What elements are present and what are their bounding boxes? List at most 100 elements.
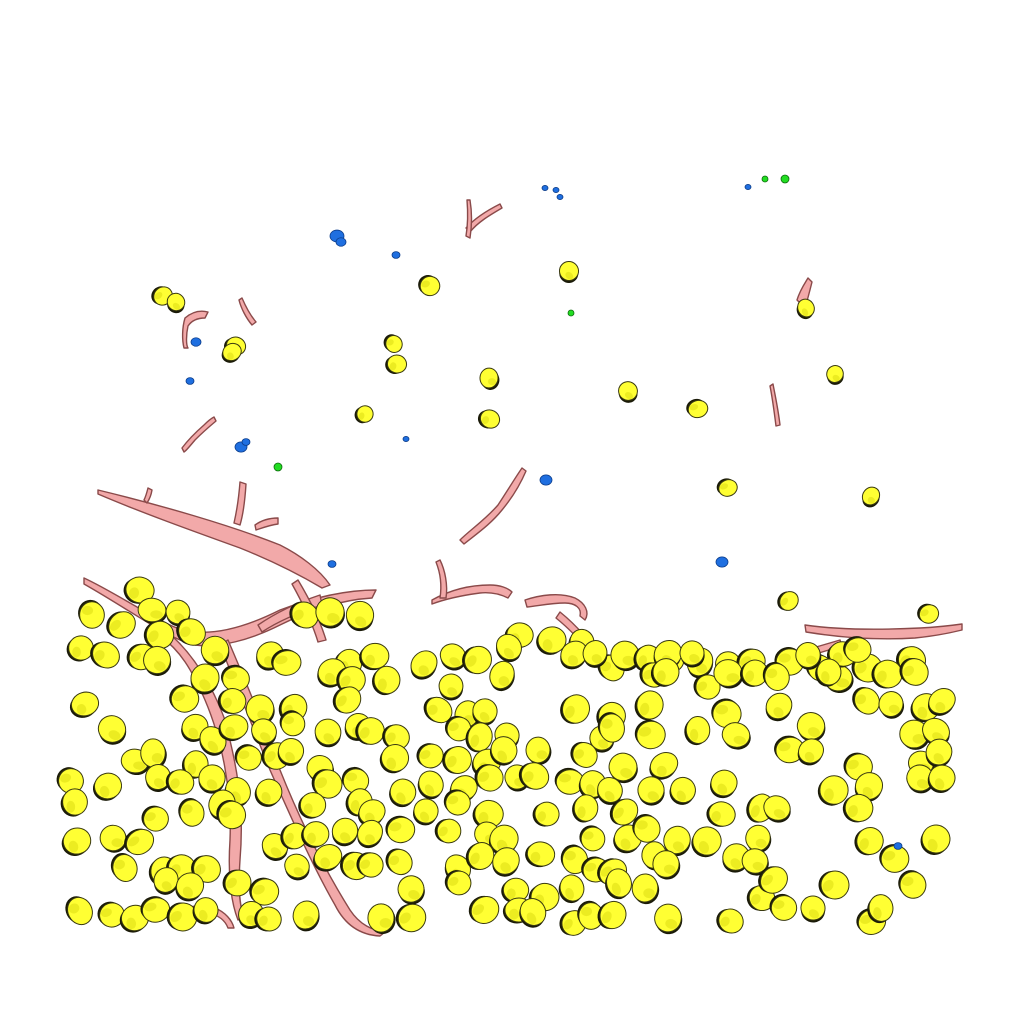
cell-175 [443,789,471,816]
blue-object-14 [715,556,729,568]
cell-layer [56,260,956,936]
cell-92 [634,690,664,721]
cell-63 [843,636,872,663]
cell-22 [137,597,168,624]
vessel-layer [83,199,963,937]
cell-141 [56,767,84,794]
cell-70 [438,673,464,701]
cell-214 [465,842,495,870]
cell-127 [379,744,410,774]
cell-149 [341,766,370,794]
cell-189 [301,821,330,848]
cell-90 [560,694,591,724]
blue-object-4 [541,185,549,191]
cell-12 [618,381,638,403]
cell-170 [216,800,247,830]
cell-14 [826,365,844,385]
cell-249 [367,903,396,935]
cell-153 [474,764,504,792]
cell-83 [217,688,247,714]
cell-16 [716,478,738,497]
cell-4 [221,342,242,363]
cell-229 [397,875,425,905]
cell-8 [558,260,580,284]
blue-object-6 [556,194,564,200]
blue-object-2 [335,237,347,247]
cell-250 [395,903,427,933]
cell-228 [249,877,280,906]
vessel-12 [524,593,588,621]
cell-144 [165,769,195,795]
cell-26 [176,618,206,646]
cell-235 [631,873,660,905]
cell-129 [442,746,472,774]
cell-241 [97,901,125,928]
cell-259 [769,893,798,921]
green-object-2 [780,174,790,184]
cell-23 [106,611,136,639]
cell-48 [200,635,230,667]
cell-11 [354,405,374,424]
blue-object-3 [391,251,401,259]
cell-56 [495,633,522,663]
cell-256 [597,900,627,930]
cell-226 [175,872,205,902]
cell-243 [140,896,171,923]
cell-162 [817,775,849,806]
cell-44 [66,635,94,662]
cell-158 [597,777,623,805]
cell-244 [166,902,198,932]
cell-155 [518,762,550,790]
cell-21 [123,576,155,604]
cell-230 [444,870,472,896]
cell-242 [119,904,150,933]
vessel-14 [804,623,963,640]
cell-53 [410,650,438,680]
cell-192 [385,815,416,844]
cell-94 [765,692,793,722]
cell-75 [713,659,744,689]
cell-71 [489,660,515,692]
cell-31 [536,626,567,655]
cell-183 [842,793,874,823]
cell-182 [763,795,791,823]
cell-148 [311,769,343,799]
green-object-3 [567,309,575,317]
cell-81 [69,691,100,718]
cell-248 [292,900,320,932]
cell-9 [479,367,500,390]
cell-19 [917,603,940,624]
cell-225 [153,867,179,895]
blue-object-13 [539,474,553,486]
cell-99 [97,715,127,745]
vessel-19 [181,310,209,349]
cell-211 [356,852,384,878]
cell-115 [684,715,711,746]
cell-58 [582,640,608,668]
cell-17 [861,486,881,508]
cell-69 [372,665,401,696]
cell-131 [489,736,518,766]
vessel-22 [769,383,781,427]
vessel-10 [431,584,513,605]
cell-178 [572,794,599,823]
cell-87 [423,696,453,724]
cell-151 [417,770,444,800]
cell-227 [222,869,252,897]
blue-object-layer [185,184,903,850]
cell-258 [716,908,744,934]
cell-28 [315,597,345,629]
cell-191 [357,819,383,849]
cell-10 [477,409,501,429]
cell-66 [221,664,250,692]
cell-25 [143,620,175,650]
cell-179 [609,798,639,826]
vessel-17 [465,203,503,233]
blue-object-8 [190,337,202,347]
blue-object-16 [893,842,903,850]
cell-159 [637,776,665,806]
vessel-20 [238,297,257,326]
cell-239 [898,870,927,899]
cell-196 [579,825,606,852]
cell-260 [800,895,826,923]
